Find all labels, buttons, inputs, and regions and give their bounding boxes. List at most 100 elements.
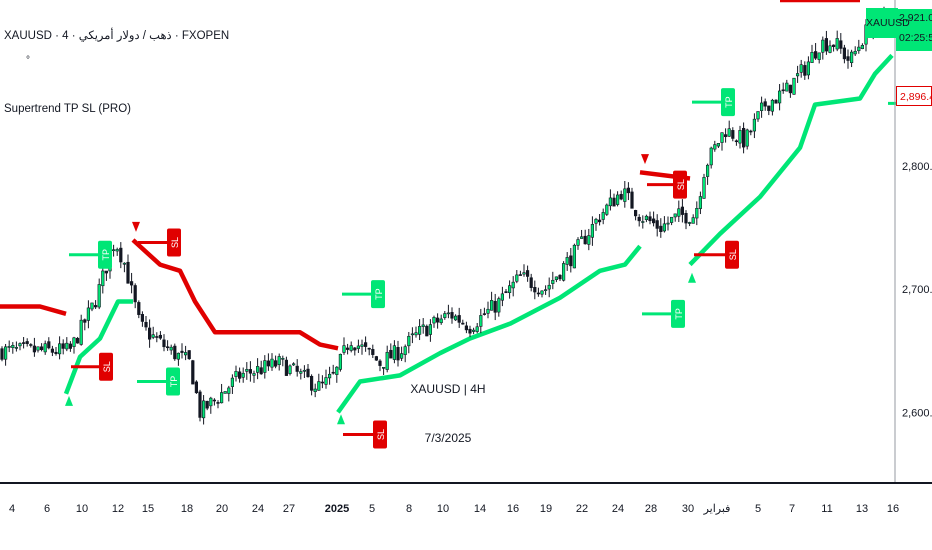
- candle-body: [151, 334, 155, 338]
- candle: [428, 319, 433, 342]
- candle: [417, 319, 422, 341]
- candle-body: [673, 213, 677, 218]
- candle-body: [176, 352, 181, 360]
- take-profit-label-text: TP: [169, 376, 179, 388]
- candle-body: [263, 360, 267, 373]
- candle: [669, 216, 674, 226]
- candle: [381, 367, 386, 375]
- watermark-symbol: XAUUSD | 4H: [410, 382, 485, 396]
- price-axis[interactable]: 2,600.00 2,700.00 2,800.00: [902, 161, 932, 419]
- time-tick-label: 20: [216, 503, 228, 515]
- candle-body: [821, 39, 825, 53]
- candle: [299, 368, 303, 380]
- candle-body: [583, 235, 587, 245]
- candle-body: [313, 388, 317, 393]
- time-tick-label: 13: [856, 503, 868, 515]
- indicator-name[interactable]: Supertrend TP SL (PRO): [4, 103, 131, 115]
- candle-body: [759, 102, 764, 111]
- candle: [443, 310, 447, 320]
- candle-body: [540, 290, 544, 295]
- candle: [788, 84, 792, 98]
- candle-body: [180, 350, 184, 353]
- candle: [68, 341, 72, 352]
- candle-body: [659, 225, 663, 233]
- candle: [220, 383, 224, 404]
- candle-body: [216, 402, 220, 404]
- candle: [749, 129, 753, 136]
- take-profit-label-text: TP: [101, 249, 111, 261]
- take-profit-label-box: [721, 88, 735, 117]
- last-price-tag[interactable]: 2,921.06 02:25:58: [896, 9, 932, 51]
- candle-body: [345, 347, 350, 350]
- symbol-title[interactable]: XAUUSD · ذهب / دولار أمريكي · 4 · FXOPEN: [4, 30, 230, 42]
- time-tick-label: 30: [682, 503, 694, 515]
- candle-body: [173, 345, 177, 360]
- candle-body: [191, 360, 195, 385]
- candle: [662, 216, 666, 233]
- candle: [291, 362, 296, 366]
- supertrend-layer: [0, 0, 896, 414]
- candle-body: [148, 327, 152, 340]
- time-tick-label: 27: [283, 503, 295, 515]
- candle: [608, 189, 612, 211]
- candle-body: [385, 351, 389, 370]
- candle-body: [842, 47, 846, 60]
- candle: [641, 215, 645, 229]
- candle: [579, 229, 584, 239]
- candle: [806, 56, 810, 80]
- candle: [302, 365, 307, 379]
- candle-body: [835, 38, 839, 50]
- candle-body: [83, 319, 87, 323]
- take-profit-label-box: [166, 367, 180, 396]
- candle: [547, 277, 551, 298]
- candle: [234, 365, 238, 382]
- candle-body: [687, 222, 692, 224]
- buy-signal-triangle: [688, 272, 696, 283]
- candle: [202, 395, 206, 425]
- candle: [36, 346, 40, 353]
- candle: [4, 343, 8, 366]
- stop-loss-label-text: SL: [376, 429, 386, 440]
- candle-body: [799, 64, 803, 73]
- market-status-icon[interactable]: ⠀⠀⠀°: [4, 55, 30, 66]
- candle: [551, 271, 555, 290]
- candle: [288, 364, 292, 376]
- candle: [313, 383, 317, 398]
- candle: [47, 337, 51, 350]
- candle-body: [839, 40, 843, 49]
- candle-body: [144, 321, 148, 328]
- candle: [821, 36, 825, 60]
- candle: [468, 325, 472, 338]
- candle: [482, 307, 487, 316]
- candle: [659, 218, 663, 238]
- time-axis[interactable]: 4 6 10 12 15 18 20 24 27 2025 5 8 10 14 16 19 22 24 28 30 فب…: [9, 503, 899, 515]
- stop-loss-label-text: SL: [676, 179, 686, 190]
- time-tick-label: 15: [142, 503, 154, 515]
- candle: [475, 322, 479, 334]
- candle: [803, 61, 807, 80]
- candle: [327, 366, 332, 385]
- candle-body: [367, 347, 371, 350]
- symbol-price-label[interactable]: XAUUSD: [866, 8, 910, 38]
- stop-loss-label-box: [167, 228, 181, 257]
- candle-body: [817, 52, 821, 60]
- candle: [324, 369, 328, 389]
- candle-body: [230, 377, 235, 387]
- candle-body: [76, 337, 80, 344]
- candle: [633, 209, 638, 221]
- candle: [176, 352, 181, 366]
- candle-body: [7, 346, 11, 348]
- candle-body: [90, 302, 94, 310]
- candle: [525, 265, 530, 282]
- candle: [65, 337, 69, 352]
- candle-body: [824, 38, 828, 52]
- candle-body: [619, 194, 623, 200]
- candle: [320, 375, 325, 389]
- stop-price-tag[interactable]: 2,896.47: [896, 86, 932, 106]
- candle-body: [626, 187, 630, 194]
- candle-body: [245, 369, 249, 372]
- candle: [533, 280, 537, 300]
- candle: [630, 187, 634, 209]
- candle-body: [11, 345, 15, 348]
